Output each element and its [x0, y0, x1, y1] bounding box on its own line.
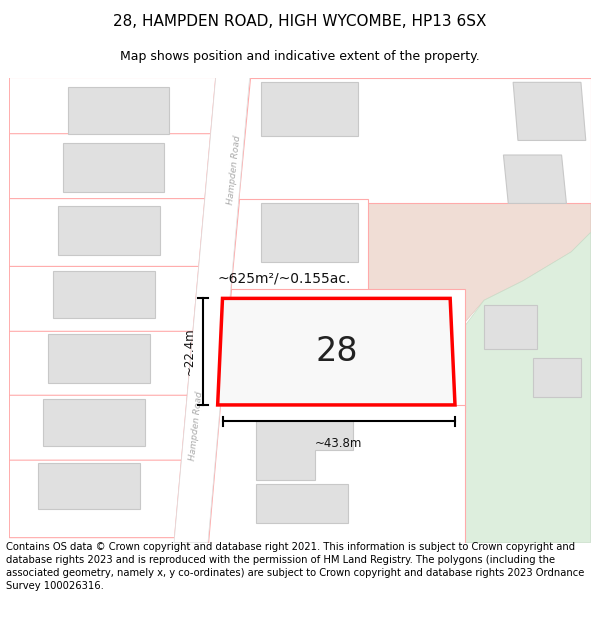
Polygon shape [10, 134, 211, 208]
Polygon shape [238, 78, 590, 204]
Polygon shape [174, 78, 250, 542]
Polygon shape [62, 143, 164, 192]
Polygon shape [533, 358, 581, 398]
Polygon shape [38, 463, 140, 509]
Polygon shape [261, 204, 358, 261]
Polygon shape [208, 405, 464, 542]
Polygon shape [10, 199, 205, 276]
Polygon shape [218, 298, 455, 405]
Text: Map shows position and indicative extent of the property.: Map shows position and indicative extent… [120, 50, 480, 63]
Polygon shape [48, 334, 150, 382]
Polygon shape [426, 232, 590, 542]
Text: Contains OS data © Crown copyright and database right 2021. This information is : Contains OS data © Crown copyright and d… [6, 542, 584, 591]
Text: ~625m²/~0.155ac.: ~625m²/~0.155ac. [218, 272, 351, 286]
Polygon shape [53, 271, 155, 318]
Polygon shape [58, 206, 160, 255]
Text: ~22.4m: ~22.4m [183, 328, 196, 376]
Polygon shape [67, 87, 169, 134]
Polygon shape [220, 289, 464, 412]
Polygon shape [256, 484, 349, 523]
Text: 28: 28 [315, 335, 358, 368]
Polygon shape [10, 266, 199, 344]
Polygon shape [310, 78, 590, 484]
Text: 28, HAMPDEN ROAD, HIGH WYCOMBE, HP13 6SX: 28, HAMPDEN ROAD, HIGH WYCOMBE, HP13 6SX [113, 14, 487, 29]
Polygon shape [256, 421, 353, 479]
Polygon shape [10, 460, 181, 538]
Polygon shape [503, 155, 566, 204]
Text: ~43.8m: ~43.8m [315, 437, 362, 450]
Polygon shape [513, 82, 586, 141]
Polygon shape [10, 395, 187, 472]
Text: Hampden Road: Hampden Road [188, 391, 205, 461]
Polygon shape [43, 399, 145, 446]
Polygon shape [10, 78, 216, 141]
Polygon shape [230, 199, 368, 296]
Polygon shape [484, 305, 538, 349]
Polygon shape [10, 331, 193, 407]
Polygon shape [261, 82, 358, 136]
Text: Hampden Road: Hampden Road [226, 134, 242, 204]
